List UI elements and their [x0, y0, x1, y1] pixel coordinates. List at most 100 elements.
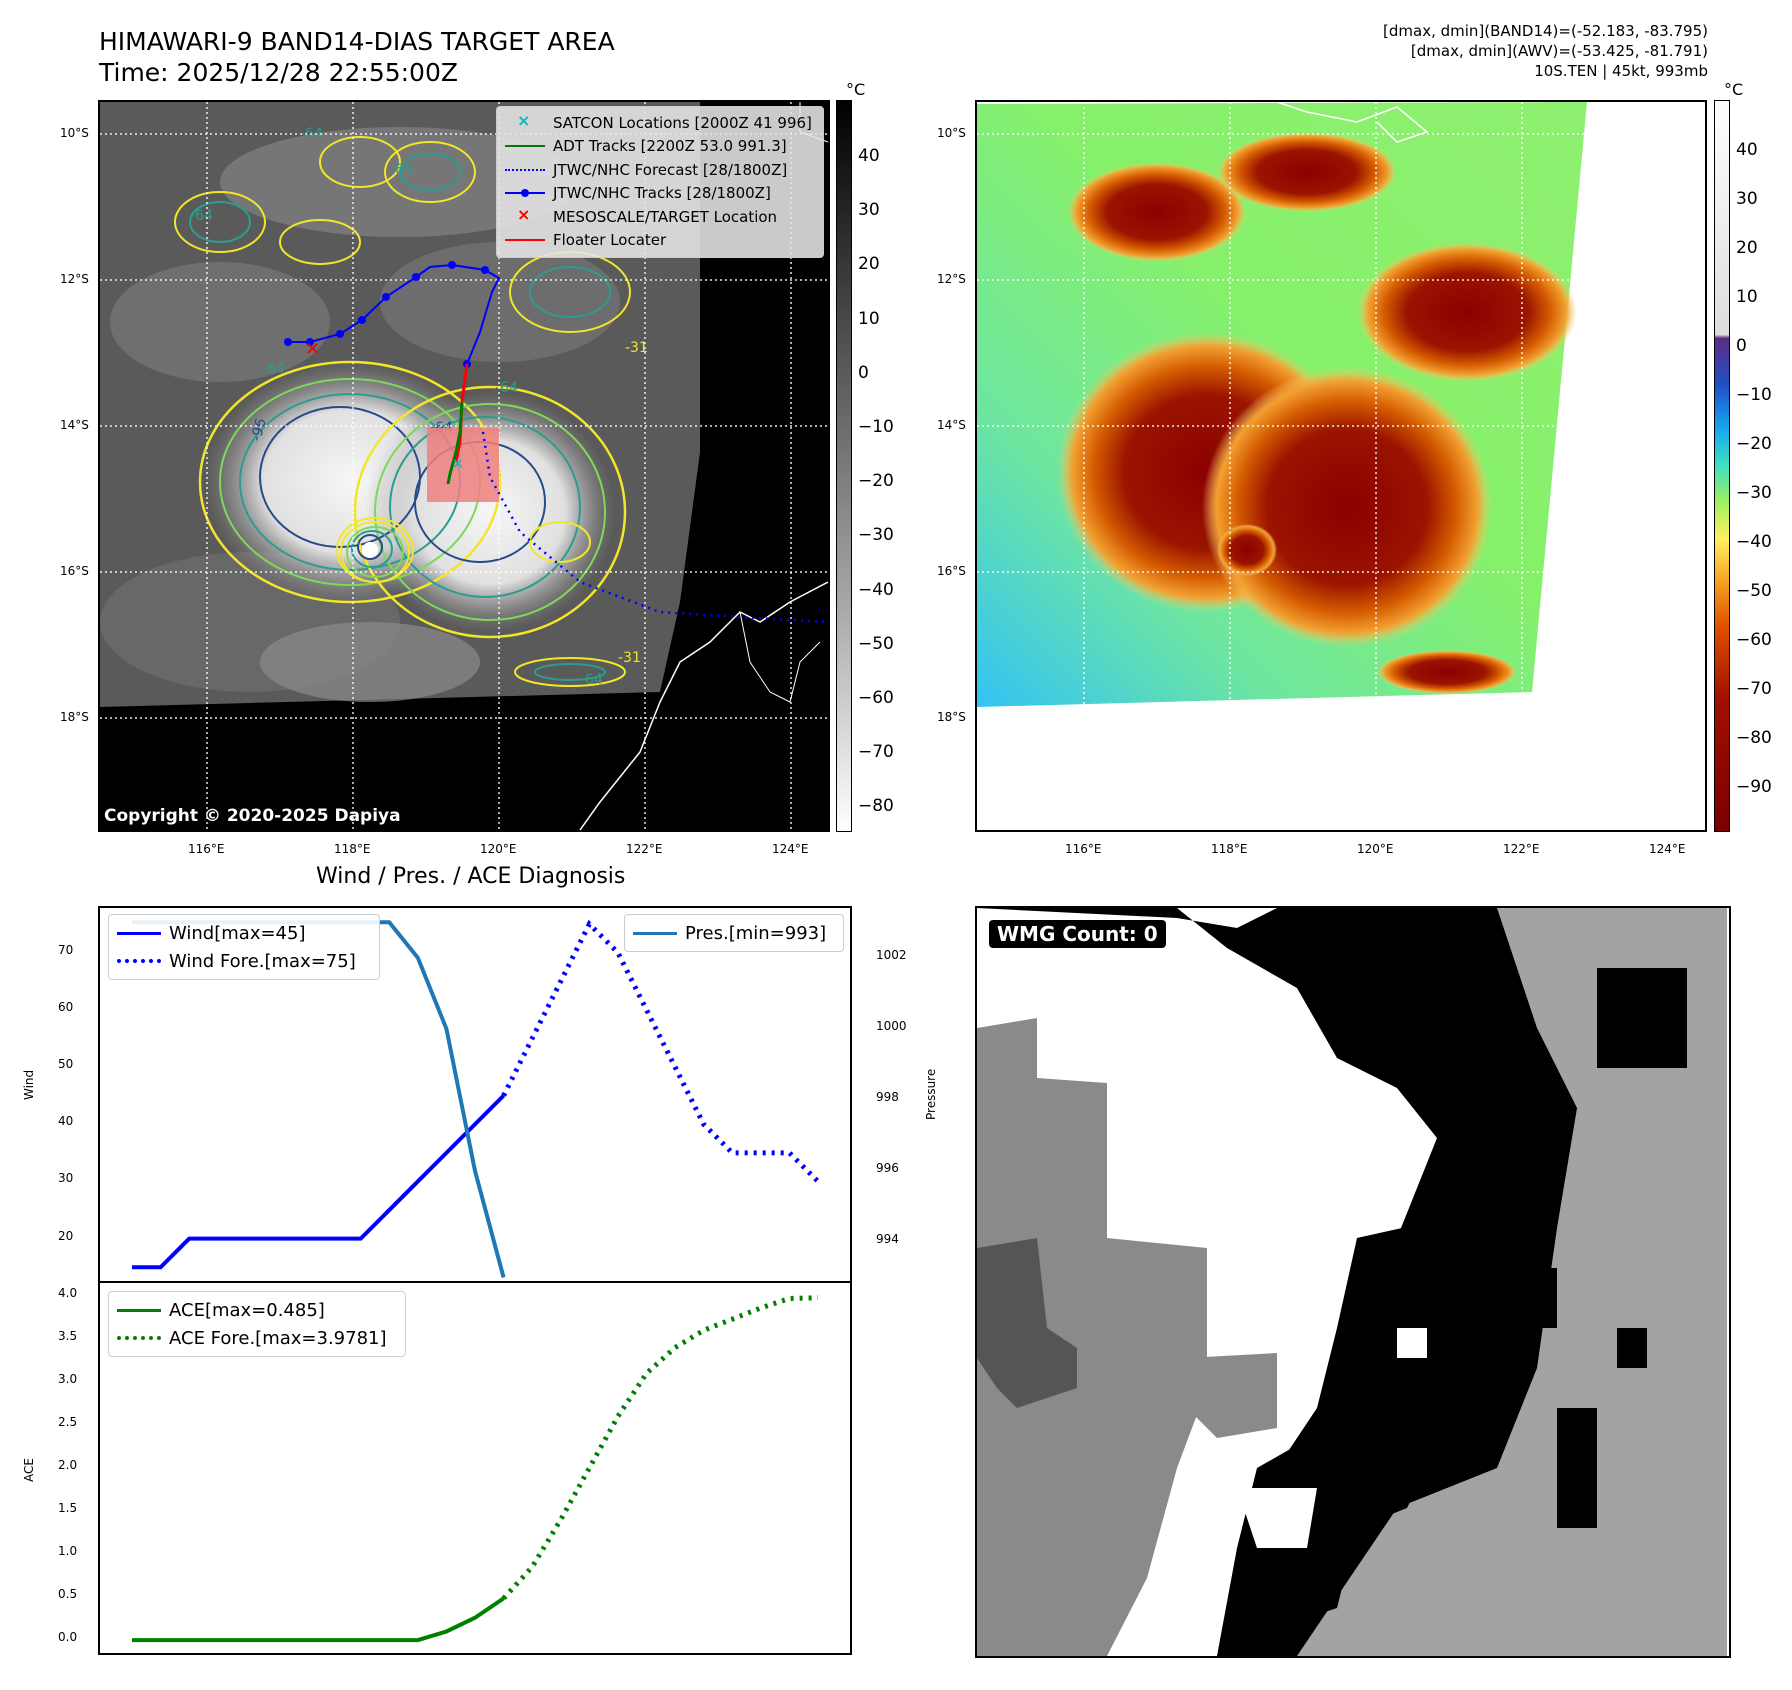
- pressure-ytick: 996: [876, 1160, 899, 1175]
- colorbar2-tick: −90: [1736, 777, 1772, 797]
- ir-map-panel: -64 -64 -64 -64 -96 -64 -64 -31 -31 -64: [98, 100, 830, 832]
- colorbar1-tick: 10: [858, 308, 880, 329]
- colorbar2-tick: 20: [1736, 238, 1758, 258]
- series-line-1: [501, 919, 820, 1184]
- dotted-line-icon: [117, 1332, 161, 1344]
- colorbar2-tick: 0: [1736, 336, 1747, 356]
- contour-label: -64: [580, 672, 603, 688]
- colorbar2-tick: −80: [1736, 728, 1772, 748]
- lat-label: 16°S: [60, 564, 89, 578]
- legend-item-wind-fore: Wind Fore.[max=75]: [117, 947, 371, 975]
- ace-ytick: 1.0: [58, 1544, 78, 1559]
- legend-item-adt: ADT Tracks [2200Z 53.0 991.3]: [505, 135, 815, 159]
- colorbar2-tick: −40: [1736, 532, 1772, 552]
- colorbar1-tick: −60: [858, 688, 894, 708]
- ace-ytick: 3.0: [58, 1371, 78, 1386]
- legend-item-floater: Floater Locater: [505, 229, 815, 253]
- pressure-ytick: 1002: [876, 947, 907, 962]
- colorbar2-tick: 10: [1736, 287, 1758, 307]
- legend-item-tracks: JTWC/NHC Tracks [28/1800Z]: [505, 182, 815, 206]
- lat-label: 16°S: [937, 564, 966, 578]
- satcon-marker: ×: [452, 456, 464, 472]
- ace-ytick: 1.5: [58, 1501, 78, 1516]
- ace-ytick: 4.0: [58, 1285, 78, 1300]
- line-marker-icon: [633, 927, 677, 939]
- stats-line1: [dmax, dmin](BAND14)=(-52.183, -83.795): [1383, 22, 1708, 40]
- legend-item-ace-fore: ACE Fore.[max=3.9781]: [117, 1324, 397, 1352]
- colorbar2-tick: −50: [1736, 581, 1772, 601]
- colorbar1-tick: 40: [858, 146, 880, 166]
- ace-series-line-0: [132, 1596, 505, 1643]
- lon-label: 118°E: [334, 842, 371, 856]
- lat-label: 10°S: [937, 126, 966, 140]
- dotted-line-icon: [505, 164, 545, 176]
- awv-map-panel: [975, 100, 1707, 832]
- colorbar2-tick: 40: [1736, 140, 1758, 160]
- stats-line2: [dmax, dmin](AWV)=(-53.425, -81.791): [1410, 42, 1708, 60]
- legend-item-ace: ACE[max=0.485]: [117, 1296, 397, 1324]
- ace-ylabel: ACE: [22, 1458, 36, 1482]
- target-marker: ×: [305, 338, 320, 359]
- wind-pressure-chart: Wind[max=45] Wind Fore.[max=75] Pres.[mi…: [98, 906, 852, 1283]
- lon-label: 124°E: [772, 842, 809, 856]
- pressure-ylabel: Pressure: [924, 1068, 938, 1120]
- contour-label: -64: [190, 208, 213, 224]
- series-line-0: [132, 1094, 505, 1270]
- wind-ytick: 70: [58, 942, 74, 957]
- lon-label: 120°E: [1357, 842, 1394, 856]
- colorbar1-tick: 0: [858, 362, 869, 383]
- contour-label: -96: [248, 417, 269, 443]
- colorbar2-unit: °C: [1724, 80, 1744, 99]
- wind-ytick: 50: [58, 1057, 74, 1072]
- awv-map-image: [977, 102, 1587, 707]
- legend-item-forecast: JTWC/NHC Forecast [28/1800Z]: [505, 158, 815, 182]
- pressure-ytick: 998: [876, 1089, 899, 1104]
- lon-label: 122°E: [626, 842, 663, 856]
- ace-ytick: 2.0: [58, 1458, 78, 1472]
- lat-label: 18°S: [937, 710, 966, 724]
- copyright: Copyright © 2020-2025 Dapiya: [104, 806, 401, 826]
- colorbar2-tick: −60: [1736, 630, 1772, 650]
- wmg-count-badge: WMG Count: 0: [989, 920, 1166, 948]
- ace-chart: ACE[max=0.485] ACE Fore.[max=3.9781]: [98, 1281, 852, 1655]
- lon-label: 118°E: [1211, 842, 1248, 856]
- colorbar2: [1714, 100, 1730, 832]
- colorbar2-tick: −70: [1736, 679, 1772, 699]
- contour-label: -64: [495, 380, 518, 396]
- wind-ylabel: Wind: [22, 1069, 36, 1100]
- line-marker-icon: [117, 927, 161, 939]
- wind-ytick: 30: [58, 1171, 74, 1186]
- legend-item-wind: Wind[max=45]: [117, 919, 371, 947]
- x-marker-icon: ×: [517, 110, 531, 130]
- lat-label: 18°S: [60, 710, 89, 724]
- wind-legend: Wind[max=45] Wind Fore.[max=75]: [108, 914, 380, 980]
- dotted-line-icon: [117, 955, 161, 967]
- colorbar1-tick: −40: [858, 579, 894, 600]
- colorbar1-tick: −30: [858, 525, 894, 546]
- line-marker-icon: [505, 234, 545, 246]
- x-marker-icon: ×: [517, 204, 531, 224]
- lon-label: 116°E: [188, 842, 225, 856]
- colorbar1-tick: −70: [858, 742, 894, 763]
- colorbar1-tick: 30: [858, 200, 880, 221]
- legend-item-pressure: Pres.[min=993]: [633, 919, 835, 947]
- wind-ytick: 40: [58, 1114, 74, 1129]
- colorbar1-tick: 20: [858, 254, 880, 275]
- colorbar1-unit: °C: [846, 80, 866, 99]
- title-line1: HIMAWARI-9 BAND14-DIAS TARGET AREA: [99, 27, 615, 56]
- colorbar1-tick: −20: [858, 471, 894, 492]
- colorbar2-tick: −10: [1736, 385, 1772, 405]
- contour-label: -31: [618, 650, 641, 666]
- pressure-ytick: 1000: [876, 1018, 907, 1033]
- wind-ytick: 20: [58, 1228, 74, 1243]
- stats-line3: 10S.TEN | 45kt, 993mb: [1534, 62, 1708, 80]
- lat-label: 10°S: [60, 126, 89, 140]
- wind-ytick: 60: [58, 999, 74, 1014]
- pressure-ytick: 994: [876, 1231, 899, 1246]
- ace-legend: ACE[max=0.485] ACE Fore.[max=3.9781]: [108, 1291, 406, 1357]
- lon-label: 122°E: [1503, 842, 1540, 856]
- legend-item-satcon: × SATCON Locations [2000Z 41 996]: [505, 111, 815, 135]
- wmg-panel: WMG Count: 0: [975, 906, 1731, 1658]
- title-line2: Time: 2025/12/28 22:55:00Z: [99, 58, 458, 87]
- colorbar1-tick: −80: [858, 796, 894, 817]
